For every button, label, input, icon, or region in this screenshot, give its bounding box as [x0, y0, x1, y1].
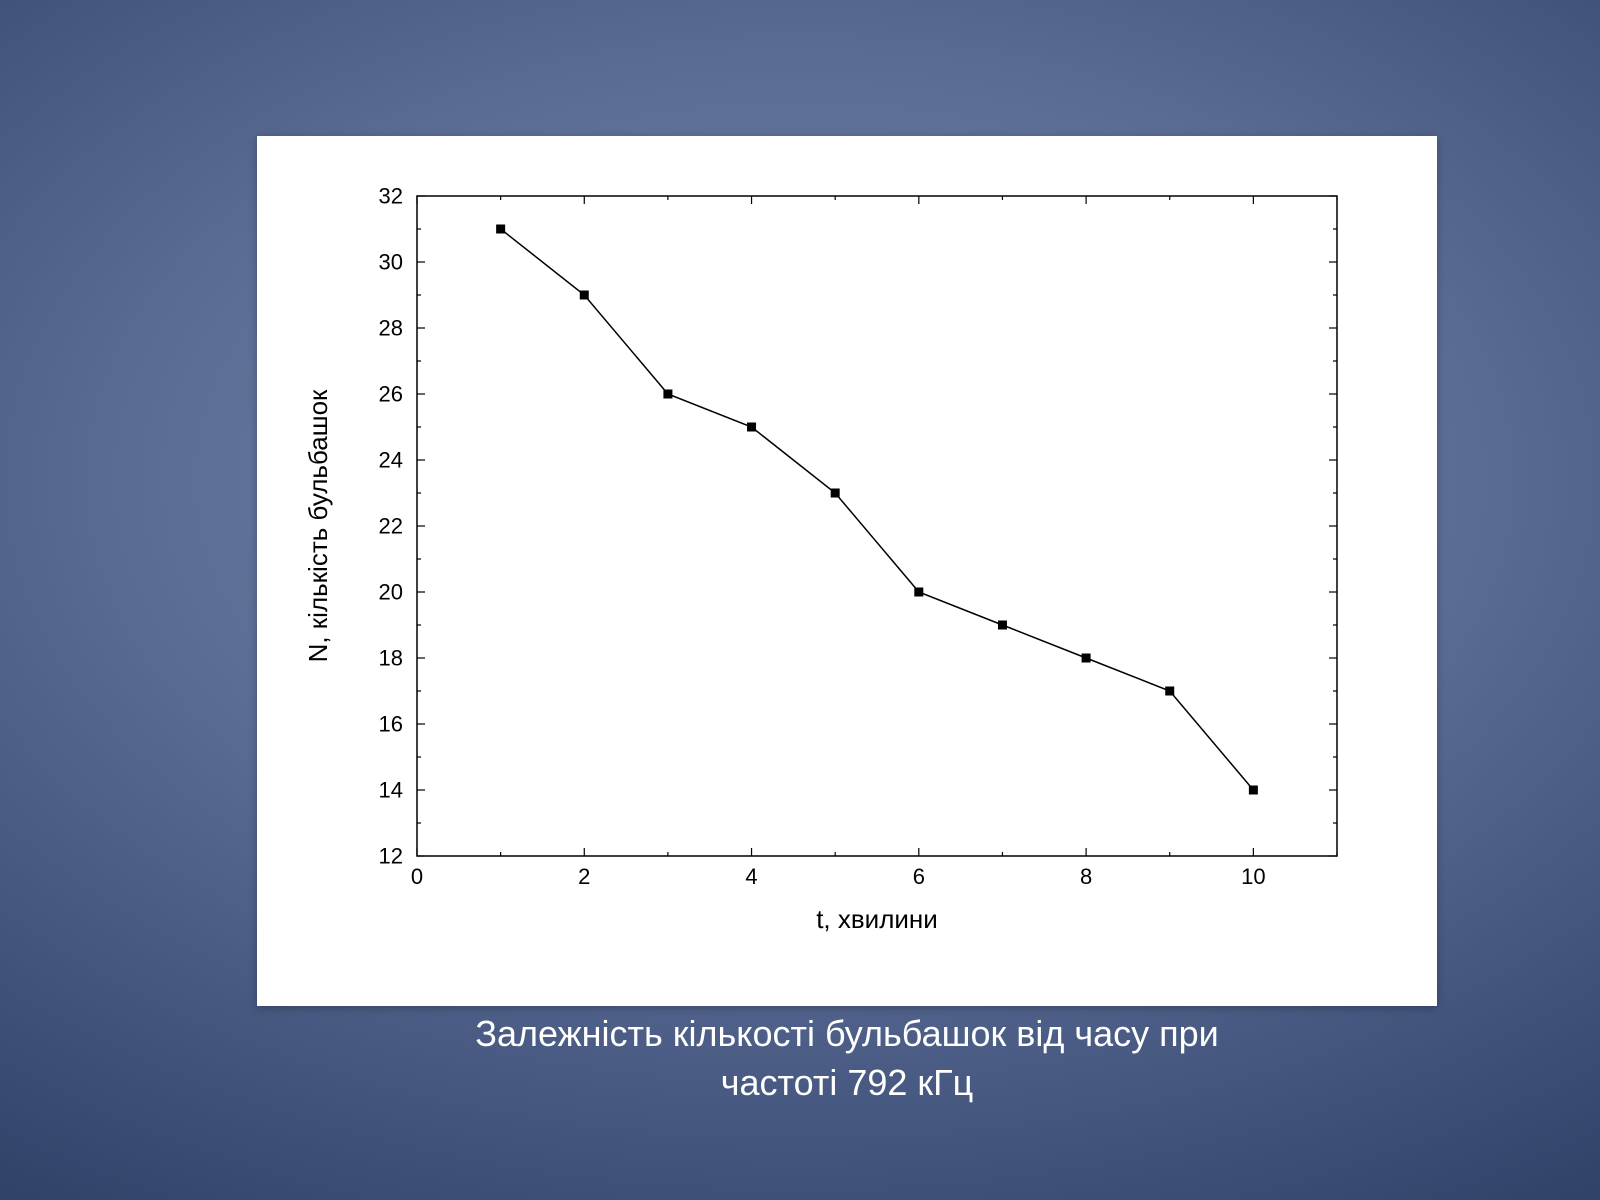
- svg-text:8: 8: [1080, 864, 1092, 889]
- svg-text:20: 20: [379, 580, 403, 605]
- svg-text:2: 2: [578, 864, 590, 889]
- svg-text:28: 28: [379, 316, 403, 341]
- svg-text:18: 18: [379, 646, 403, 671]
- svg-text:6: 6: [913, 864, 925, 889]
- svg-text:26: 26: [379, 382, 403, 407]
- svg-text:32: 32: [379, 184, 403, 209]
- svg-text:0: 0: [411, 864, 423, 889]
- chart-panel: 02468101214161820222426283032t, хвилиниN…: [257, 136, 1437, 1006]
- svg-text:12: 12: [379, 844, 403, 869]
- svg-text:t, хвилини: t, хвилини: [816, 904, 938, 934]
- svg-text:16: 16: [379, 712, 403, 737]
- svg-text:24: 24: [379, 448, 403, 473]
- slide-background: 02468101214161820222426283032t, хвилиниN…: [0, 0, 1600, 1200]
- svg-text:4: 4: [745, 864, 757, 889]
- chart-caption: Залежність кількості бульбашок від часу …: [347, 1010, 1347, 1107]
- svg-text:10: 10: [1241, 864, 1265, 889]
- svg-text:30: 30: [379, 250, 403, 275]
- line-chart: 02468101214161820222426283032t, хвилиниN…: [257, 136, 1437, 1006]
- caption-line-1: Залежність кількості бульбашок від часу …: [475, 1013, 1219, 1054]
- caption-line-2: частоті 792 кГц: [721, 1062, 974, 1103]
- svg-text:N, кількість бульбашок: N, кількість бульбашок: [303, 389, 333, 662]
- svg-text:22: 22: [379, 514, 403, 539]
- svg-text:14: 14: [379, 778, 403, 803]
